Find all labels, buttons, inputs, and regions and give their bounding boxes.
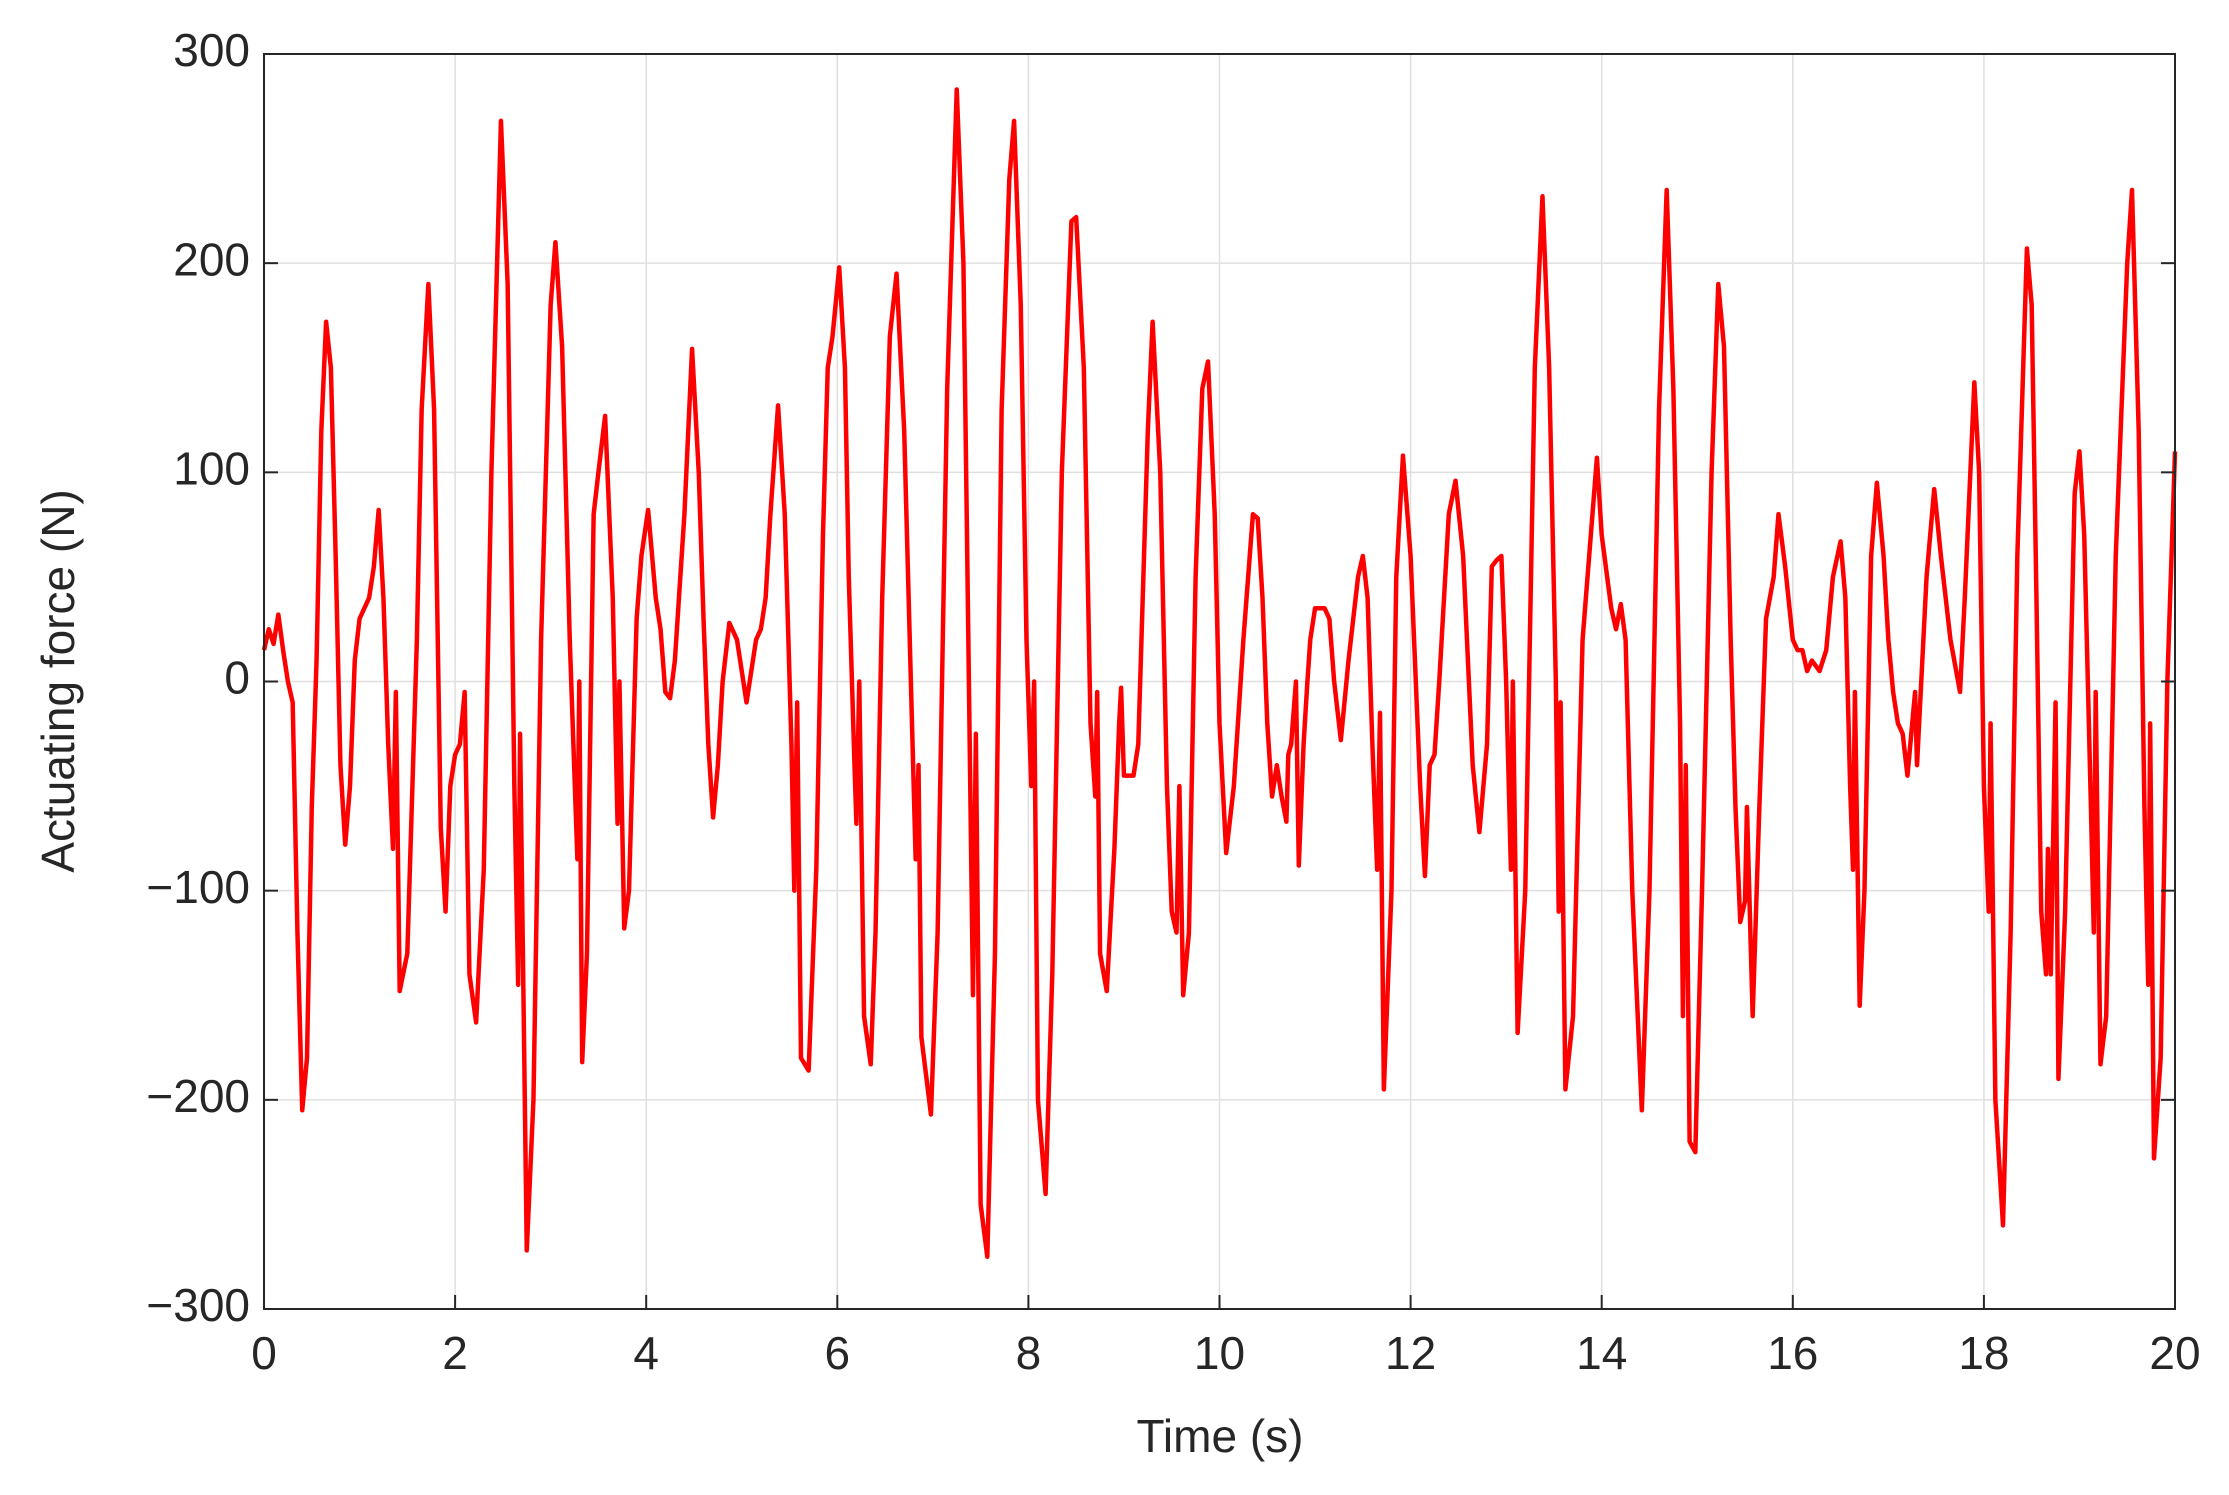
y-axis-label: Actuating force (N) <box>32 489 84 872</box>
plot-area <box>261 87 2178 1259</box>
y-tick-label: −100 <box>146 861 250 913</box>
x-tick-label: 12 <box>1385 1327 1436 1379</box>
data-line <box>261 87 2178 1259</box>
y-tick-label: 200 <box>173 233 250 285</box>
y-tick-label: 300 <box>173 24 250 76</box>
x-tick-label: 0 <box>251 1327 277 1379</box>
x-tick-label: 18 <box>1958 1327 2009 1379</box>
x-tick-label: 10 <box>1194 1327 1245 1379</box>
y-tick-label: 100 <box>173 442 250 494</box>
x-tick-label: 8 <box>1016 1327 1042 1379</box>
x-tick-label: 16 <box>1767 1327 1818 1379</box>
y-tick-label: −300 <box>146 1279 250 1331</box>
x-tick-label: 20 <box>2149 1327 2200 1379</box>
y-tick-label: −200 <box>146 1070 250 1122</box>
x-tick-label: 6 <box>825 1327 851 1379</box>
x-tick-label: 14 <box>1576 1327 1627 1379</box>
x-tick-label: 2 <box>442 1327 468 1379</box>
x-axis-label: Time (s) <box>1137 1410 1304 1462</box>
y-tick-label: 0 <box>224 652 250 704</box>
x-tick-label: 4 <box>633 1327 659 1379</box>
labels: 0 2 4 6 8 10 12 14 16 18 20 −300 −200 −100 0 100 200 300 <box>146 24 2200 1379</box>
